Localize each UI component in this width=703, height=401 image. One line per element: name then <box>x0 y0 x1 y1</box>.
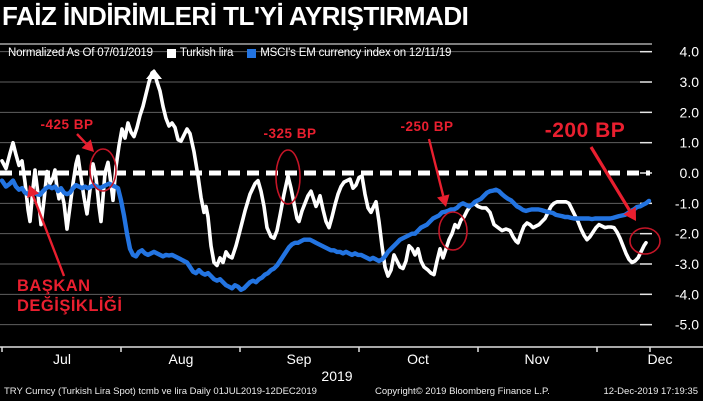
y-axis-label: -4.0 <box>675 286 699 302</box>
annotation-text-cut-325: -325 BP <box>263 126 316 141</box>
annotation-text-cut-250: -250 BP <box>400 119 453 134</box>
status-bar: TRY Curncy (Turkish Lira Spot) tcmb ve l… <box>0 384 703 399</box>
x-axis-year-label: 2019 <box>321 368 352 384</box>
annotation-arrow <box>589 146 632 212</box>
annotation-circle-cut-200 <box>629 227 661 255</box>
annotation-text-baskan-degisikligi: DEĞİŞİKLİĞİ <box>17 296 122 315</box>
y-axis-label: 1.0 <box>680 135 700 151</box>
turkish-lira-line <box>0 69 648 278</box>
y-axis-label: -3.0 <box>675 256 699 272</box>
security-description: TRY Curncy (Turkish Lira Spot) tcmb ve l… <box>4 386 317 397</box>
annotation-text-cut-425: -425 BP <box>40 117 93 132</box>
annotation-arrowhead-icon <box>81 139 94 152</box>
annotation-arrowhead-icon <box>437 194 450 207</box>
annotation-circle-cut-425 <box>89 148 117 192</box>
annotation-arrowhead-icon <box>27 185 40 198</box>
copyright-notice: Copyright© 2019 Bloomberg Finance L.P. <box>375 386 550 397</box>
annotation-text-baskan-degisikligi: BAŞKAN <box>17 277 91 295</box>
annotation-arrow <box>31 195 66 277</box>
y-axis-label: -5.0 <box>675 317 699 333</box>
turkish-lira-swatch-icon <box>166 48 176 58</box>
legend-label-msci-em-index: MSCI's EM currency index on 12/11/19 <box>260 47 452 59</box>
msci-em-index-swatch-icon <box>247 48 257 58</box>
legend-label-turkish-lira: Turkish lira <box>179 47 234 59</box>
page-title: FAİZ İNDİRİMLERİ TL'Yİ AYRIŞTIRMADI <box>2 1 469 31</box>
legend-note: Normalized As Of 07/01/2019 <box>8 47 153 59</box>
annotation-circle-cut-325 <box>275 149 301 205</box>
x-axis-month-label: Dec <box>648 351 673 367</box>
x-axis-month-label: Oct <box>407 351 429 367</box>
y-axis-label: -2.0 <box>675 226 699 242</box>
annotation-arrow <box>427 138 445 197</box>
y-axis-label: -1.0 <box>675 195 699 211</box>
chart-legend: Normalized As Of 07/01/2019 Turkish lira… <box>8 47 451 59</box>
x-axis-month-label: Sep <box>287 351 312 367</box>
timestamp: 12-Dec-2019 17:19:35 <box>603 386 698 397</box>
y-axis-label: 2.0 <box>680 104 700 120</box>
y-axis-label: 0.0 <box>680 165 700 181</box>
annotation-circle-cut-250 <box>438 211 468 251</box>
y-axis-label: 4.0 <box>680 44 700 60</box>
normalize-date-marker-icon <box>146 69 162 79</box>
x-axis-month-label: Nov <box>525 351 550 367</box>
annotation-arrowhead-icon <box>623 206 636 221</box>
x-axis-month-label: Jul <box>53 351 71 367</box>
x-axis-month-label: Aug <box>169 351 194 367</box>
annotation-arrow <box>76 133 88 145</box>
y-axis-label: 3.0 <box>680 74 700 90</box>
annotation-text-cut-200: -200 BP <box>545 119 626 142</box>
